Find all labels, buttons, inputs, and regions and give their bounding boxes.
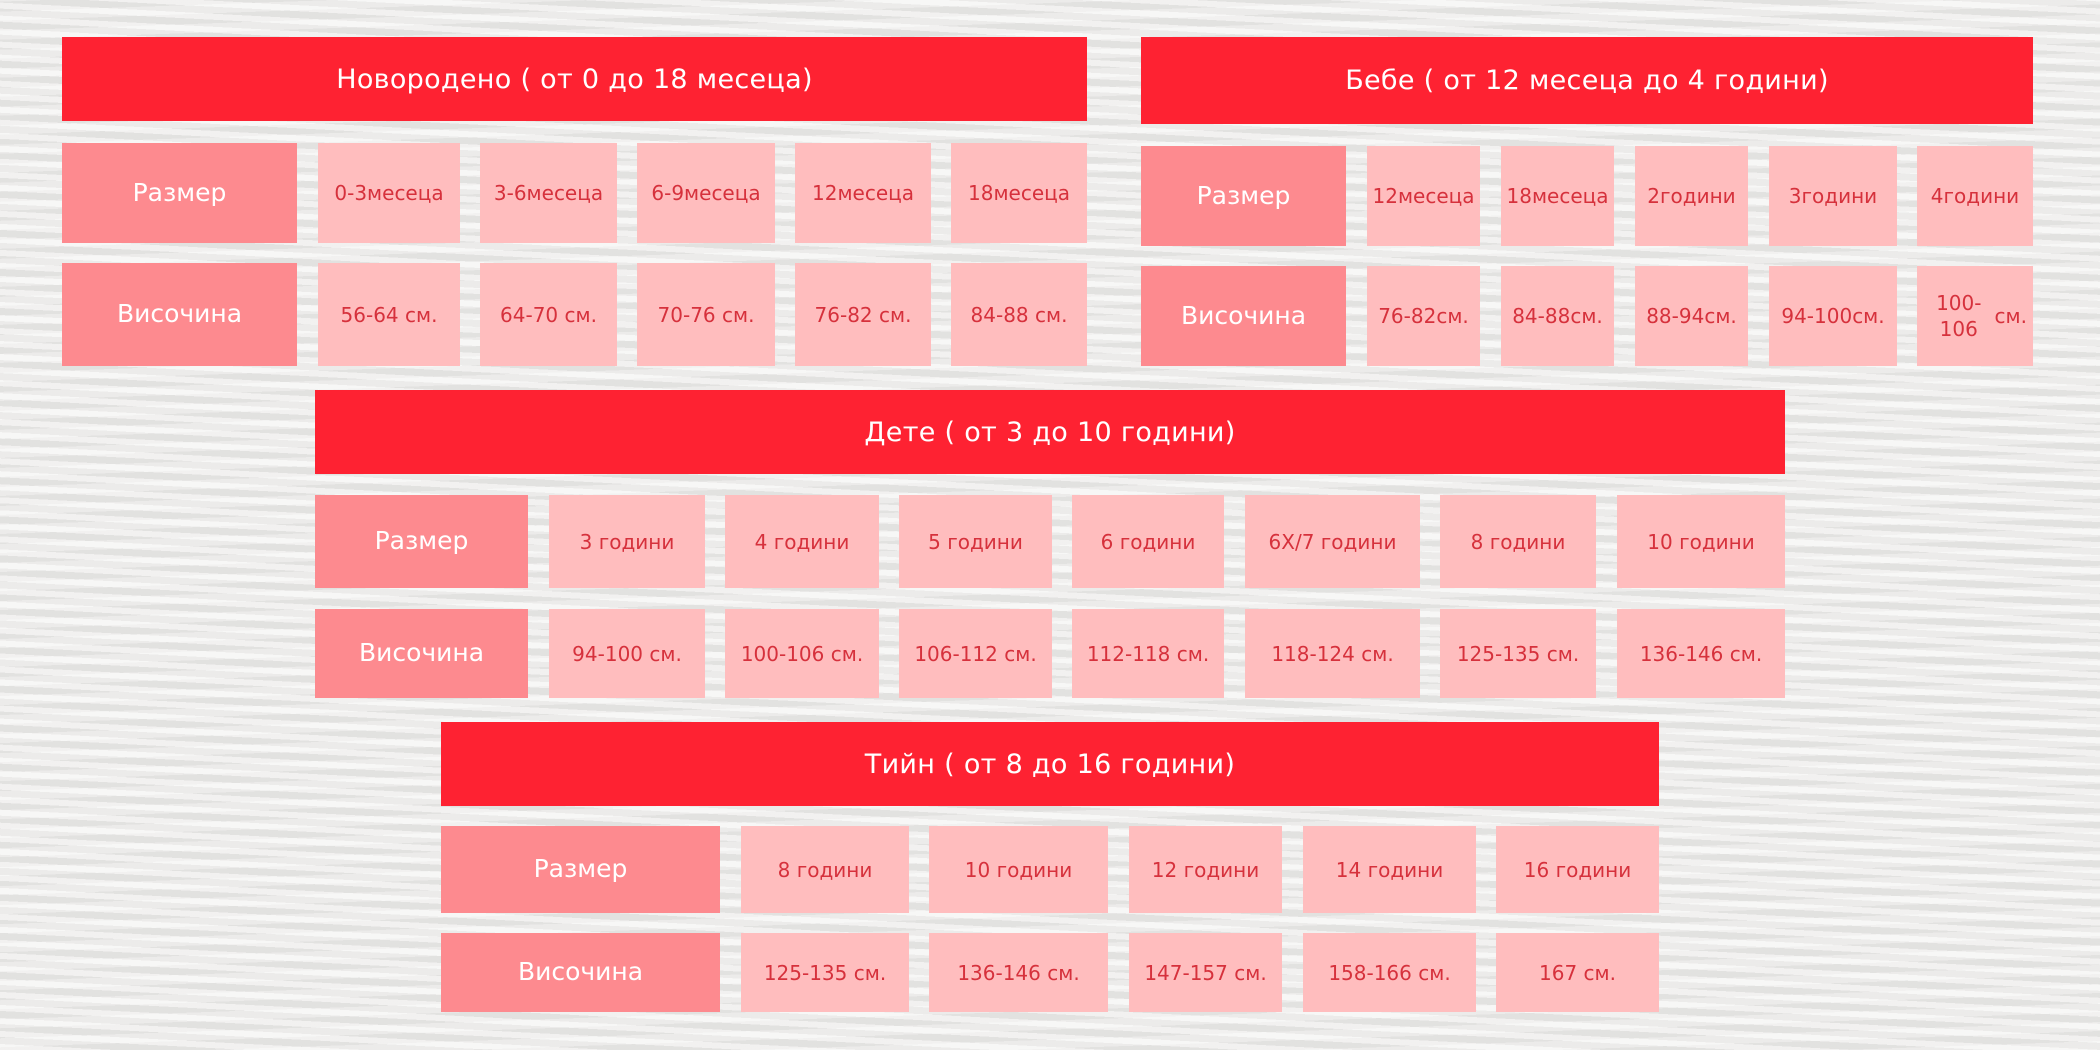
height-cell: 56-64 см. [318, 263, 460, 366]
height-cell: 76-82 см. [1367, 266, 1480, 366]
size-row: Размер 0-3 месеца 3-6 месеца 6-9 месеца 12 м… [62, 143, 1087, 243]
height-cell: 94-100 см. [1769, 266, 1897, 366]
height-cell: 136-146 см. [1617, 609, 1785, 698]
height-cell: 76-82 см. [795, 263, 931, 366]
size-header: Размер [441, 826, 720, 913]
size-row: Размер 3 години 4 години 5 години 6 годи… [315, 495, 1785, 588]
size-cell: 4 години [725, 495, 879, 588]
height-cell: 158-166 см. [1303, 933, 1476, 1012]
height-cell: 94-100 см. [549, 609, 705, 698]
size-cell: 8 години [741, 826, 909, 913]
height-cell: 88-94 см. [1635, 266, 1748, 366]
table-title: Дете ( от 3 до 10 години) [315, 390, 1785, 474]
height-cell: 64-70 см. [480, 263, 617, 366]
size-cell: 8 години [1440, 495, 1596, 588]
table-kid: Дете ( от 3 до 10 години) Размер 3 годин… [315, 390, 1785, 698]
table-title: Новородено ( от 0 до 18 месеца) [62, 37, 1087, 121]
size-row: Размер 12 месеца 18 месеца 2 години 3 години… [1141, 146, 2033, 246]
height-row: Височина 56-64 см. 64-70 см. 70-76 см. 7… [62, 263, 1087, 366]
table-teen: Тийн ( от 8 до 16 години) Размер 8 годин… [441, 722, 1659, 1012]
size-cell: 6X/7 години [1245, 495, 1420, 588]
size-cell: 3 години [1769, 146, 1897, 246]
size-cell: 6 години [1072, 495, 1224, 588]
size-cell: 10 години [1617, 495, 1785, 588]
size-cell: 12 месеца [1367, 146, 1480, 246]
height-cell: 112-118 см. [1072, 609, 1224, 698]
size-cell: 10 години [929, 826, 1108, 913]
height-cell: 84-88 см. [951, 263, 1087, 366]
table-title: Тийн ( от 8 до 16 години) [441, 722, 1659, 806]
height-row: Височина 76-82 см. 84-88 см. 88-94 см. 94-1… [1141, 266, 2033, 366]
size-cell: 16 години [1496, 826, 1659, 913]
table-baby: Бебе ( от 12 месеца до 4 години) Размер … [1141, 37, 2033, 366]
size-cell: 0-3 месеца [318, 143, 460, 243]
height-cell: 100-106 см. [1917, 266, 2033, 366]
size-cell: 3 години [549, 495, 705, 588]
size-cell: 18 месеца [951, 143, 1087, 243]
height-cell: 118-124 см. [1245, 609, 1420, 698]
height-header: Височина [315, 609, 528, 698]
height-row: Височина 125-135 см. 136-146 см. 147-157… [441, 933, 1659, 1012]
size-cell: 5 години [899, 495, 1052, 588]
size-header: Размер [1141, 146, 1346, 246]
height-cell: 100-106 см. [725, 609, 879, 698]
height-cell: 125-135 см. [1440, 609, 1596, 698]
size-cell: 2 години [1635, 146, 1748, 246]
height-cell: 136-146 см. [929, 933, 1108, 1012]
table-title: Бебе ( от 12 месеца до 4 години) [1141, 37, 2033, 124]
height-cell: 70-76 см. [637, 263, 775, 366]
size-cell: 6-9 месеца [637, 143, 775, 243]
size-row: Размер 8 години 10 години 12 години 14 г… [441, 826, 1659, 913]
height-cell: 106-112 см. [899, 609, 1052, 698]
height-cell: 84-88 см. [1501, 266, 1614, 366]
size-cell: 18 месеца [1501, 146, 1614, 246]
height-row: Височина 94-100 см. 100-106 см. 106-112 … [315, 609, 1785, 698]
height-cell: 167 см. [1496, 933, 1659, 1012]
size-header: Размер [315, 495, 528, 588]
height-header: Височина [62, 263, 297, 366]
height-cell: 125-135 см. [741, 933, 909, 1012]
size-cell: 14 години [1303, 826, 1476, 913]
size-cell: 3-6 месеца [480, 143, 617, 243]
size-cell: 4 години [1917, 146, 2033, 246]
size-cell: 12 години [1129, 826, 1282, 913]
table-newborn: Новородено ( от 0 до 18 месеца) Размер 0… [62, 37, 1087, 366]
height-cell: 147-157 см. [1129, 933, 1282, 1012]
size-header: Размер [62, 143, 297, 243]
size-cell: 12 месеца [795, 143, 931, 243]
height-header: Височина [1141, 266, 1346, 366]
height-header: Височина [441, 933, 720, 1012]
